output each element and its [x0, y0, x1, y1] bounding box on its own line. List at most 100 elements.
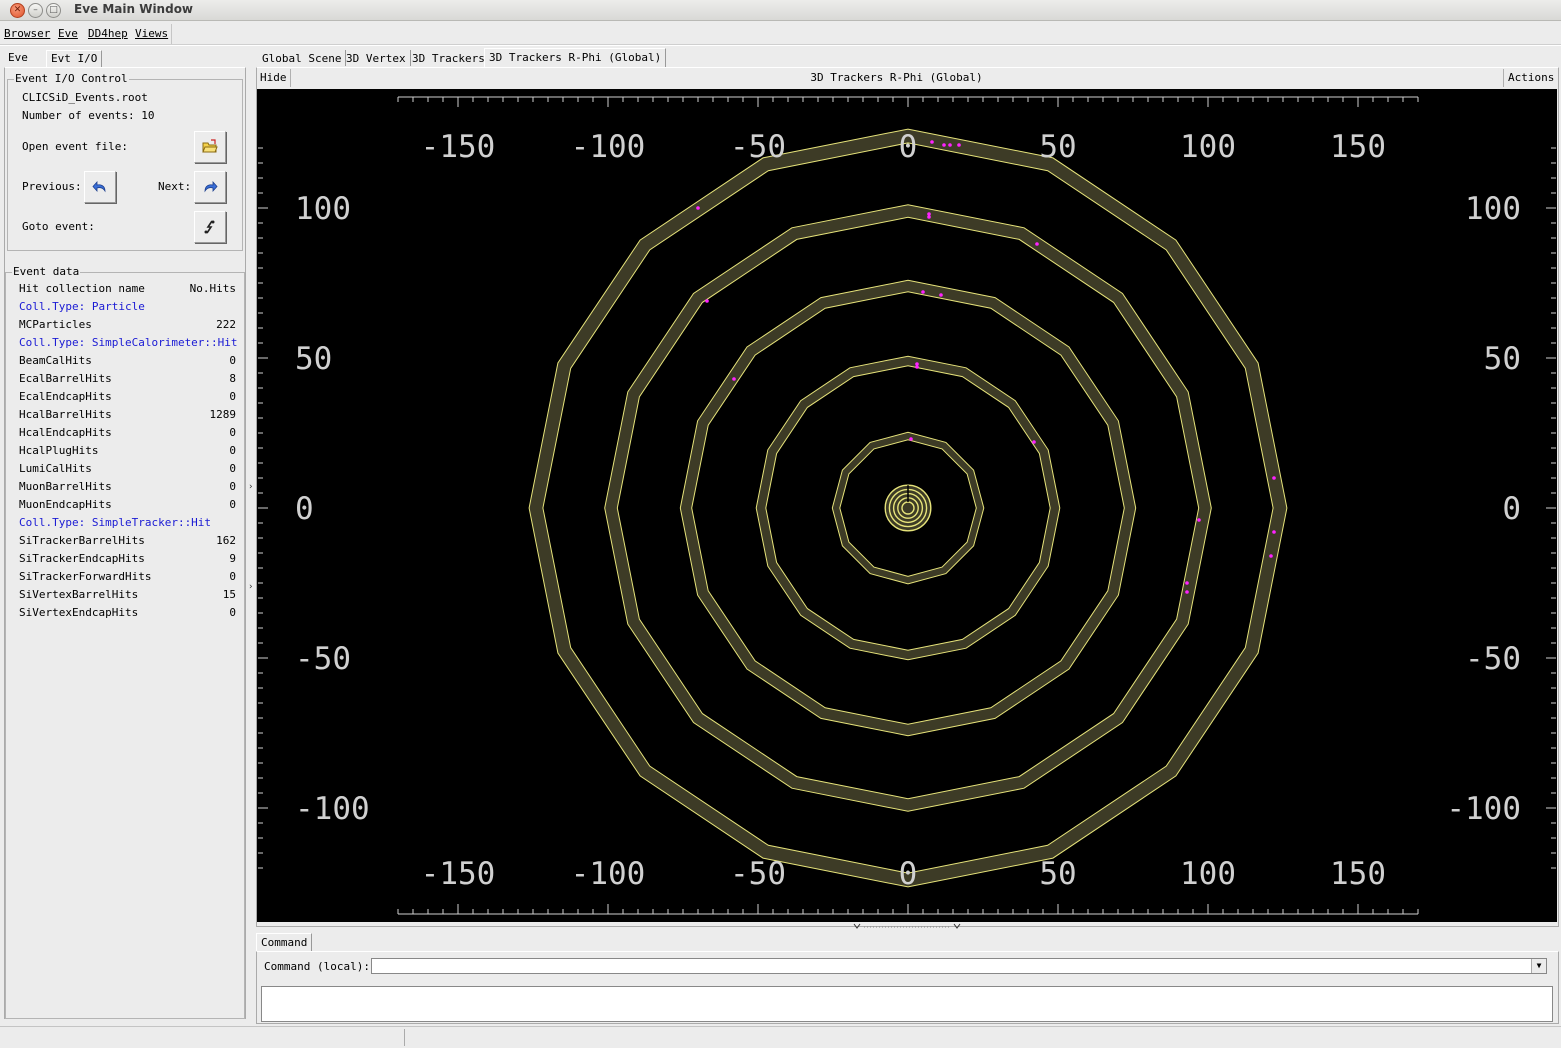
- hit-collection-name[interactable]: SiVertexBarrelHits: [19, 588, 139, 601]
- hit-count: 0: [229, 606, 236, 619]
- x-axis-label-bottom: 100: [1180, 856, 1236, 892]
- viewer-title: 3D Trackers R-Phi (Global): [810, 71, 983, 84]
- tracker-hit: [948, 143, 952, 147]
- next-event-button[interactable]: [194, 171, 226, 203]
- hit-collection-name[interactable]: MuonBarrelHits: [19, 480, 112, 493]
- splitter-handle-icon: [853, 923, 961, 929]
- tab-command[interactable]: Command: [256, 933, 313, 951]
- hit-collection-name[interactable]: MuonEndcapHits: [19, 498, 112, 511]
- tracker-layer-outer-edge: [831, 431, 985, 585]
- open-event-file-button[interactable]: [194, 131, 226, 163]
- tracker-hit: [921, 290, 925, 294]
- open-folder-icon: [202, 139, 218, 153]
- command-local-label: Command (local):: [264, 960, 370, 973]
- tab-evt-io[interactable]: Evt I/O: [46, 50, 103, 67]
- menu-views[interactable]: Views: [135, 27, 169, 40]
- menubar-divider: [0, 45, 1561, 46]
- tab-eve[interactable]: Eve: [8, 51, 28, 64]
- collection-type-label[interactable]: Coll.Type: SimpleTracker::Hit: [19, 516, 212, 529]
- x-axis-label-top: -50: [730, 129, 786, 165]
- tracker-hit: [915, 362, 919, 366]
- menu-dd4hep[interactable]: DD4hep: [88, 27, 128, 40]
- hit-collection-name[interactable]: BeamCalHits: [19, 354, 92, 367]
- tracker-hit: [732, 377, 736, 381]
- tracker-layer-inner-edge: [691, 291, 1125, 725]
- x-axis-label-bottom: 50: [1039, 856, 1076, 892]
- tracker-hits: [696, 140, 1276, 594]
- event-data-label: Event data: [12, 265, 81, 278]
- tab-3d-trackers[interactable]: 3D Trackers: [408, 50, 490, 66]
- x-axis-label-bottom: 0: [899, 856, 918, 892]
- tracker-layer-outer-edge: [528, 128, 1288, 888]
- hit-count: 0: [229, 390, 236, 403]
- hit-count: 162: [216, 534, 236, 547]
- tracker-hit: [1035, 242, 1039, 246]
- tracker-hit: [942, 143, 946, 147]
- previous-event-button[interactable]: [84, 171, 116, 203]
- event-data-group: Event data Hit collection name No.Hits C…: [5, 265, 245, 1019]
- tracker-layer-outer-edge: [604, 204, 1212, 812]
- y-axis-label-right: -50: [1465, 641, 1521, 677]
- left-panel: Event I/O Control CLICSiD_Events.root Nu…: [4, 67, 246, 1019]
- menu-browser[interactable]: Browser: [4, 27, 51, 40]
- open-event-file-label: Open event file:: [22, 140, 128, 153]
- tracker-hit: [696, 206, 700, 210]
- tab-3d-trackers-rphi[interactable]: 3D Trackers R-Phi (Global): [484, 48, 667, 67]
- actions-button[interactable]: Actions: [1503, 69, 1556, 87]
- hit-collection-name[interactable]: SiTrackerForwardHits: [19, 570, 152, 583]
- hit-collection-name[interactable]: SiTrackerEndcapHits: [19, 552, 145, 565]
- hit-count: 0: [229, 354, 236, 367]
- chevron-down-icon: ▼: [1536, 961, 1542, 970]
- menu-eve[interactable]: Eve: [58, 27, 78, 40]
- minimize-window-button[interactable]: –: [28, 3, 43, 18]
- tracker-hit: [1185, 581, 1189, 585]
- goto-event-button[interactable]: [194, 211, 226, 243]
- tracker-layer-inner-edge: [765, 365, 1051, 651]
- tracker-layer-outer-edge: [679, 279, 1137, 737]
- close-window-button[interactable]: ✕: [10, 3, 25, 18]
- arrow-forward-icon: [204, 180, 218, 193]
- hit-collection-name[interactable]: HcalPlugHits: [19, 444, 99, 457]
- hit-collection-name[interactable]: MCParticles: [19, 318, 92, 331]
- collection-type-label[interactable]: Coll.Type: Particle: [19, 300, 145, 313]
- horizontal-splitter[interactable]: [256, 922, 1557, 931]
- vertex-envelope: [885, 485, 931, 531]
- hit-collection-name[interactable]: HcalEndcapHits: [19, 426, 112, 439]
- hit-collection-name[interactable]: SiTrackerBarrelHits: [19, 534, 145, 547]
- command-history[interactable]: [261, 986, 1553, 1022]
- hit-collection-name[interactable]: LumiCalHits: [19, 462, 92, 475]
- x-axis-label-bottom: -100: [571, 856, 646, 892]
- collection-type-label[interactable]: Coll.Type: SimpleCalorimeter::Hit: [19, 336, 238, 349]
- hit-count: 8: [229, 372, 236, 385]
- command-dropdown-button[interactable]: ▼: [1531, 959, 1546, 973]
- hit-collection-name[interactable]: EcalBarrelHits: [19, 372, 112, 385]
- previous-label: Previous:: [22, 180, 82, 193]
- tracker-layer-inner-edge: [616, 216, 1200, 800]
- hit-collection-name[interactable]: SiVertexEndcapHits: [19, 606, 139, 619]
- tracker-hit: [1272, 476, 1276, 480]
- hit-collection-name[interactable]: HcalBarrelHits: [19, 408, 112, 421]
- menubar: Browser Eve DD4hep Views: [0, 24, 1561, 45]
- status-bar: [0, 1026, 1561, 1048]
- tracker-layer: [604, 204, 1212, 812]
- tab-global-scene[interactable]: Global Scene: [258, 50, 347, 66]
- hit-collection-name[interactable]: EcalEndcapHits: [19, 390, 112, 403]
- hit-count: 0: [229, 444, 236, 457]
- command-input[interactable]: [371, 958, 1547, 974]
- menu-separator: [171, 24, 172, 44]
- tracker-layer-inner-edge: [542, 142, 1274, 874]
- tracker-hit: [915, 365, 919, 369]
- maximize-window-button[interactable]: □: [46, 3, 61, 18]
- window-title: Eve Main Window: [74, 2, 194, 16]
- hit-count: 0: [229, 570, 236, 583]
- viewer-frame: [256, 67, 1559, 927]
- tracker-layer: [832, 432, 984, 584]
- hide-button[interactable]: Hide: [257, 69, 291, 87]
- no-hits-header: No.Hits: [189, 282, 236, 295]
- tracker-hit: [705, 299, 709, 303]
- number-of-events: Number of events: 10: [22, 109, 155, 122]
- hit-count: 0: [229, 426, 236, 439]
- tab-3d-vertex[interactable]: 3D Vertex: [342, 50, 411, 66]
- vertical-splitter[interactable]: › ›: [247, 46, 255, 1021]
- rphi-gl-viewer[interactable]: -150 -150 -100 -100 -50 -50 0 0 50 50 100 100 150 150…: [257, 89, 1557, 922]
